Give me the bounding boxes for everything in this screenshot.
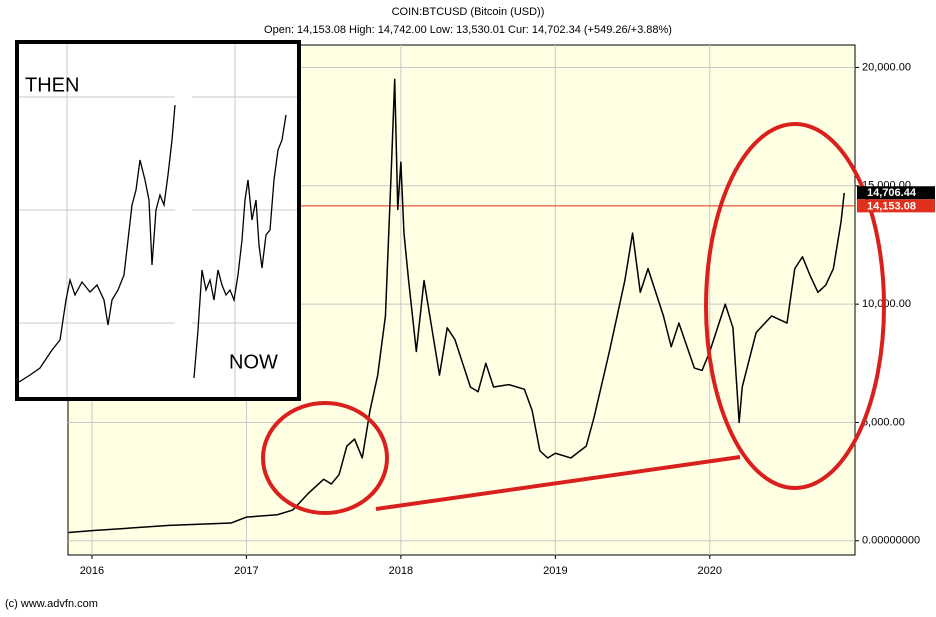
x-tick-label: 2016 <box>80 565 104 577</box>
y-tick-label: 20,000.00 <box>862 61 911 73</box>
chart-subtitle: Open: 14,153.08 High: 14,742.00 Low: 13,… <box>264 24 672 36</box>
x-tick-label: 2020 <box>698 565 722 577</box>
y-tick-label: 0.00000000 <box>862 535 920 547</box>
highlight-circle <box>261 401 389 515</box>
source-note: (c) www.advfn.com <box>5 598 98 610</box>
connector-line <box>375 455 741 511</box>
x-tick-label: 2018 <box>389 565 413 577</box>
y-tick-label: 5,000.00 <box>862 416 905 428</box>
inset-label: THEN <box>25 74 79 96</box>
inset-line <box>18 104 176 383</box>
price-marker-label: 14,706.44 <box>867 187 917 199</box>
x-tick-label: 2019 <box>543 565 567 577</box>
highlight-circle <box>704 122 886 490</box>
inset-label: NOW <box>229 351 278 373</box>
price-line-series <box>68 78 845 534</box>
x-tick-label: 2017 <box>234 565 258 577</box>
inset-frame <box>15 40 301 401</box>
annotations <box>261 122 886 515</box>
inset-line <box>193 114 287 379</box>
price-marker-box <box>857 199 935 213</box>
price-marker-label: 14,153.08 <box>867 200 916 212</box>
price-marker-box <box>857 186 935 200</box>
y-tick-label: 10,000.00 <box>862 298 911 310</box>
chart-title: COIN:BTCUSD (Bitcoin (USD)) <box>392 6 545 18</box>
inset: THEN NOW <box>15 40 301 401</box>
